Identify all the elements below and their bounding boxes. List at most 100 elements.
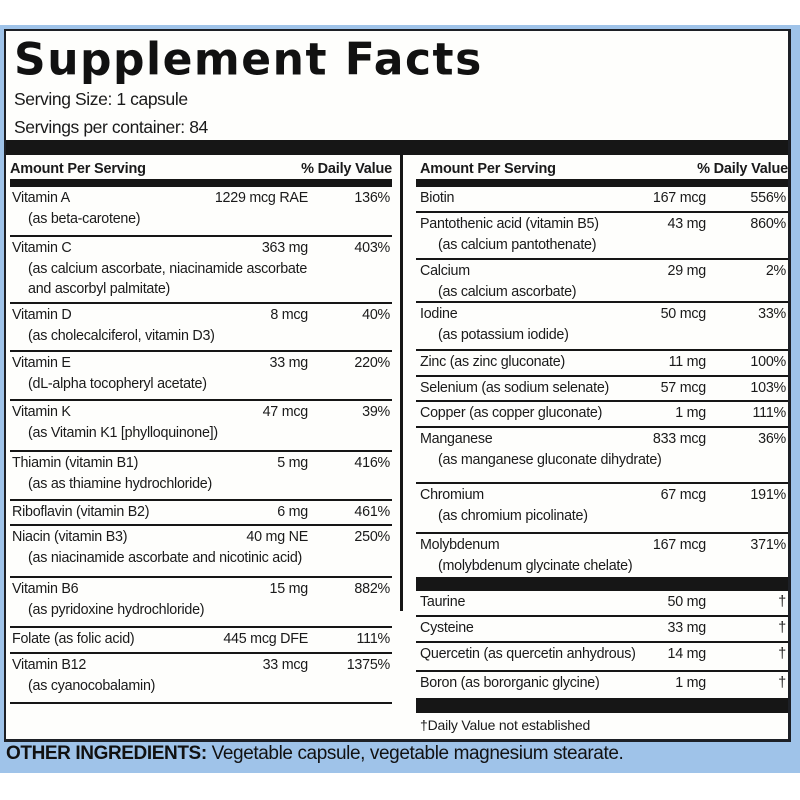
amount-per-serving-heading: Amount Per Serving xyxy=(10,160,146,177)
nutrient-row: Boron (as bororganic glycine) 1 mg † xyxy=(416,672,788,700)
nutrient-daily-value: 882% xyxy=(354,581,390,597)
nutrient-source: (as calcium ascorbate, niacinamide ascor… xyxy=(28,261,308,277)
nutrient-source: (as potassium iodide) xyxy=(438,327,569,343)
nutrient-daily-value: 111% xyxy=(752,405,787,421)
nutrient-row: Niacin (vitamin B3) 40 mg NE 250% (as niaci… xyxy=(10,526,392,578)
nutrient-amount: 833 mcg xyxy=(652,431,706,447)
nutrient-amount: 6 mg xyxy=(277,504,308,520)
nutrient-daily-value: 40% xyxy=(362,307,390,323)
nutrient-row: Vitamin D 8 mcg 40% (as cholecalciferol, vi… xyxy=(10,304,392,352)
nutrient-amount: 445 mcg DFE xyxy=(223,631,308,647)
nutrient-daily-value: † xyxy=(778,675,786,691)
left-column: Amount Per Serving % Daily Value Vitamin… xyxy=(10,155,392,704)
nutrient-amount: 33 mg xyxy=(269,355,309,371)
nutrient-amount: 57 mcg xyxy=(660,380,707,396)
nutrient-amount: 15 mg xyxy=(269,581,309,597)
nutrient-amount: 14 mg xyxy=(667,646,707,662)
nutrient-daily-value: † xyxy=(778,646,786,662)
column-header: Amount Per Serving % Daily Value xyxy=(10,155,392,179)
nutrient-name: Selenium (as sodium selenate) xyxy=(420,380,610,396)
nutrient-daily-value: 191% xyxy=(750,487,786,503)
nutrient-daily-value: 403% xyxy=(354,240,390,256)
nutrient-source: and ascorbyl palmitate) xyxy=(28,281,171,297)
nutrient-amount: 33 mcg xyxy=(262,657,309,673)
nutrient-daily-value: 371% xyxy=(750,537,786,553)
nutrient-amount: 67 mcg xyxy=(660,487,707,503)
nutrient-row: Quercetin (as quercetin anhydrous) 14 mg † xyxy=(416,643,788,672)
nutrient-amount: 167 mcg xyxy=(652,537,706,553)
amount-per-serving-heading: Amount Per Serving xyxy=(420,160,556,177)
supplement-facts-label: Supplement Facts Serving Size: 1 capsule… xyxy=(4,29,791,742)
nutrient-daily-value: † xyxy=(778,594,786,610)
nutrient-name: Iodine xyxy=(420,306,458,322)
serving-size: Serving Size: 1 capsule xyxy=(14,89,188,109)
nutrient-name: Thiamin (vitamin B1) xyxy=(12,455,139,471)
nutrient-name: Boron (as bororganic glycine) xyxy=(420,675,600,691)
nutrient-row: Vitamin K 47 mcg 39% (as Vitamin K1 [phyllo… xyxy=(10,401,392,452)
nutrient-amount: 11 mg xyxy=(668,354,707,370)
other-ingredients-label: OTHER INGREDIENTS: xyxy=(6,743,207,764)
nutrient-amount: 1229 mcg RAE xyxy=(214,190,308,206)
nutrient-source: (as pyridoxine hydrochloride) xyxy=(28,602,205,618)
nutrient-source: (as calcium ascorbate) xyxy=(438,284,577,300)
nutrient-row: Iodine 50 mcg 33% (as potassium iodide) xyxy=(416,303,788,351)
nutrient-amount: 363 mg xyxy=(261,240,308,256)
nutrient-name: Vitamin D xyxy=(12,307,72,323)
top-rule xyxy=(6,140,788,155)
section-rule xyxy=(416,577,788,591)
nutrient-row: Riboflavin (vitamin B2) 6 mg 461% xyxy=(10,501,392,526)
nutrient-name: Riboflavin (vitamin B2) xyxy=(12,504,150,520)
nutrient-name: Molybdenum xyxy=(420,537,500,553)
nutrient-daily-value: † xyxy=(778,620,786,636)
nutrient-row: Chromium 67 mcg 191% (as chromium picolinat… xyxy=(416,484,788,534)
nutrient-amount: 1 mg xyxy=(675,675,706,691)
header-rule xyxy=(416,179,788,187)
servings-per-container: Servings per container: 84 xyxy=(14,117,208,137)
nutrient-row: Vitamin E 33 mg 220% (dL-alpha tocopheryl a… xyxy=(10,352,392,401)
right-column: Amount Per Serving % Daily Value Biotin 1… xyxy=(416,155,788,733)
nutrient-daily-value: 103% xyxy=(750,380,786,396)
other-ingredients-text: Vegetable capsule, vegetable magnesium s… xyxy=(206,743,624,764)
nutrient-name: Manganese xyxy=(420,431,493,447)
label-title: Supplement Facts xyxy=(14,33,483,86)
nutrient-daily-value: 100% xyxy=(750,354,786,370)
nutrient-amount: 1 mg xyxy=(675,405,706,421)
nutrient-name: Quercetin (as quercetin anhydrous) xyxy=(420,646,636,662)
nutrient-name: Niacin (vitamin B3) xyxy=(12,529,128,545)
nutrient-name: Vitamin B12 xyxy=(12,657,87,673)
nutrient-source: (as niacinamide ascorbate and nicotinic … xyxy=(28,550,303,566)
column-header: Amount Per Serving % Daily Value xyxy=(416,155,788,179)
nutrient-source: (as chromium picolinate) xyxy=(438,508,588,524)
nutrient-daily-value: 33% xyxy=(758,306,786,322)
nutrient-daily-value: 220% xyxy=(354,355,390,371)
nutrient-amount: 40 mg NE xyxy=(246,529,308,545)
nutrient-row: Zinc (as zinc gluconate) 11 mg 100% xyxy=(416,351,788,377)
nutrient-name: Zinc (as zinc gluconate) xyxy=(420,354,565,370)
other-ingredients: OTHER INGREDIENTS: Vegetable capsule, ve… xyxy=(6,743,624,765)
nutrient-row: Vitamin A 1229 mcg RAE 136% (as beta-carote… xyxy=(10,187,392,237)
column-divider xyxy=(400,155,403,611)
nutrient-daily-value: 1375% xyxy=(346,657,391,673)
nutrient-row: Biotin 167 mcg 556% xyxy=(416,187,788,213)
nutrient-row: Manganese 833 mcg 36% (as manganese glucona… xyxy=(416,428,788,484)
nutrient-daily-value: 250% xyxy=(354,529,390,545)
nutrient-name: Copper (as copper gluconate) xyxy=(420,405,603,421)
nutrient-source: (as beta-carotene) xyxy=(28,211,141,227)
nutrient-row: Copper (as copper gluconate) 1 mg 111% xyxy=(416,402,788,428)
nutrient-source: (molybdenum glycinate chelate) xyxy=(438,558,633,574)
bottom-rule xyxy=(416,698,788,713)
nutrient-amount: 5 mg xyxy=(277,455,308,471)
nutrient-name: Vitamin C xyxy=(12,240,72,256)
nutrient-source: (as calcium pantothenate) xyxy=(438,237,597,253)
nutrient-daily-value: 39% xyxy=(362,404,390,420)
nutrient-row: Vitamin B12 33 mcg 1375% (as cyanocobalamin… xyxy=(10,654,392,704)
nutrient-source: (as cholecalciferol, vitamin D3) xyxy=(28,328,215,344)
nutrient-source: (as Vitamin K1 [phylloquinone]) xyxy=(28,425,218,441)
nutrient-daily-value: 416% xyxy=(354,455,390,471)
nutrient-daily-value: 136% xyxy=(354,190,390,206)
nutrient-daily-value: 556% xyxy=(750,190,786,206)
nutrient-amount: 33 mg xyxy=(667,620,707,636)
nutrient-name: Vitamin A xyxy=(12,190,70,206)
nutrient-amount: 167 mcg xyxy=(652,190,706,206)
nutrient-name: Vitamin K xyxy=(12,404,71,420)
